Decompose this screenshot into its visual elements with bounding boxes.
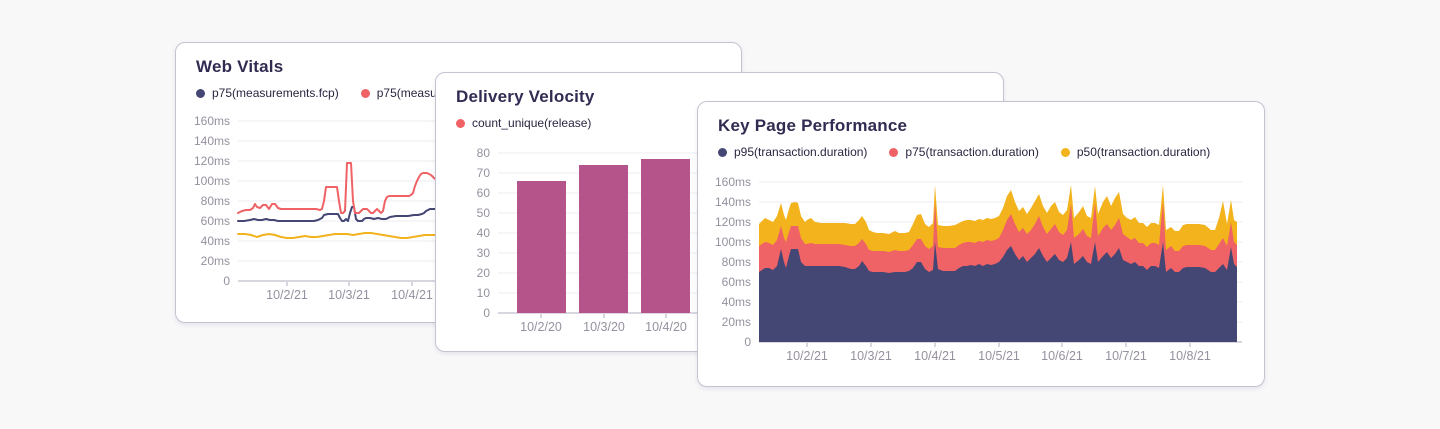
widget-title: Web Vitals: [196, 57, 284, 76]
legend-label: p95(transaction.duration): [734, 145, 868, 159]
svg-text:100ms: 100ms: [194, 174, 230, 188]
svg-text:10/3/20: 10/3/20: [583, 320, 625, 334]
svg-text:10/7/21: 10/7/21: [1105, 349, 1147, 363]
svg-text:10/4/20: 10/4/20: [645, 320, 687, 334]
legend-item-p75[interactable]: p75(transaction.duration): [889, 145, 1039, 159]
widget-key-page-performance[interactable]: Key Page Performance p95(transaction.dur…: [697, 101, 1265, 387]
svg-text:140ms: 140ms: [194, 134, 230, 148]
legend: count_unique(release): [456, 116, 591, 130]
svg-text:60: 60: [477, 186, 491, 200]
svg-text:10/6/21: 10/6/21: [1041, 349, 1083, 363]
svg-text:10/2/20: 10/2/20: [520, 320, 562, 334]
legend-label: p75(measurements.fcp): [212, 86, 339, 100]
svg-text:50: 50: [477, 206, 491, 220]
svg-text:10/4/21: 10/4/21: [914, 349, 956, 363]
svg-text:70: 70: [477, 166, 491, 180]
series-color-dot: [889, 147, 899, 157]
svg-text:160ms: 160ms: [715, 175, 751, 189]
svg-text:10/3/21: 10/3/21: [850, 349, 892, 363]
svg-text:10/3/21: 10/3/21: [328, 288, 370, 302]
svg-text:20ms: 20ms: [201, 254, 230, 268]
svg-text:40ms: 40ms: [201, 234, 230, 248]
series-color-dot: [196, 88, 205, 98]
svg-text:40: 40: [477, 226, 491, 240]
legend-item-p50[interactable]: p50(transaction.duration): [1060, 145, 1211, 159]
legend-label: p50(transaction.duration): [1076, 145, 1211, 159]
svg-text:80ms: 80ms: [722, 255, 751, 269]
svg-text:40ms: 40ms: [722, 295, 751, 309]
svg-text:30: 30: [477, 246, 491, 260]
svg-text:10/5/21: 10/5/21: [978, 349, 1020, 363]
svg-text:140ms: 140ms: [715, 195, 751, 209]
svg-text:10/4/21: 10/4/21: [391, 288, 433, 302]
svg-text:80: 80: [477, 146, 491, 160]
key-page-performance-area-chart[interactable]: 160ms 140ms 120ms 100ms 80ms 60ms 40ms 20ms 0 10/…: [698, 102, 1264, 386]
svg-text:10/2/21: 10/2/21: [786, 349, 828, 363]
svg-text:120ms: 120ms: [715, 215, 751, 229]
svg-text:120ms: 120ms: [194, 154, 230, 168]
svg-text:60ms: 60ms: [722, 275, 751, 289]
svg-text:0: 0: [483, 306, 490, 320]
svg-text:80ms: 80ms: [201, 194, 230, 208]
series-color-dot: [456, 118, 465, 128]
legend: p95(transaction.duration) p75(transactio…: [718, 145, 1210, 159]
svg-text:0: 0: [223, 274, 230, 288]
legend-label: count_unique(release): [472, 116, 592, 130]
svg-text:100ms: 100ms: [715, 235, 751, 249]
svg-text:10: 10: [477, 286, 491, 300]
widget-title: Key Page Performance: [718, 116, 908, 135]
legend-item-p95[interactable]: p95(transaction.duration): [718, 145, 867, 159]
series-color-dot: [360, 88, 370, 98]
legend-label: p75(transaction.duration): [905, 145, 1039, 159]
legend-item-p75-fcp[interactable]: p75(measurements.fcp): [196, 86, 339, 100]
svg-text:10/8/21: 10/8/21: [1169, 349, 1211, 363]
svg-text:20: 20: [477, 266, 491, 280]
svg-text:60ms: 60ms: [201, 214, 230, 228]
series-color-dot: [1060, 147, 1070, 157]
svg-text:20ms: 20ms: [722, 315, 751, 329]
series-color-dot: [718, 147, 727, 157]
svg-text:160ms: 160ms: [194, 114, 230, 128]
svg-text:0: 0: [744, 335, 751, 349]
widget-title: Delivery Velocity: [456, 87, 595, 106]
legend-item-count-unique-release[interactable]: count_unique(release): [456, 116, 591, 130]
svg-text:10/2/21: 10/2/21: [266, 288, 308, 302]
